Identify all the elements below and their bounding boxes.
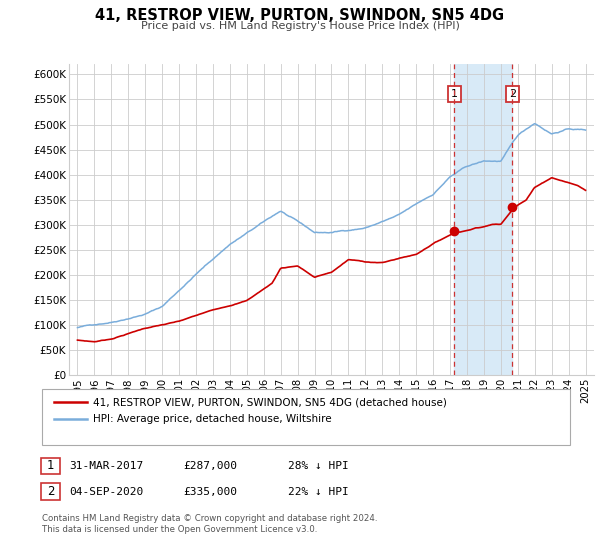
Text: 22% ↓ HPI: 22% ↓ HPI — [288, 487, 349, 497]
Text: This data is licensed under the Open Government Licence v3.0.: This data is licensed under the Open Gov… — [42, 525, 317, 534]
Text: Contains HM Land Registry data © Crown copyright and database right 2024.: Contains HM Land Registry data © Crown c… — [42, 514, 377, 523]
Text: HPI: Average price, detached house, Wiltshire: HPI: Average price, detached house, Wilt… — [93, 414, 332, 424]
Text: 41, RESTROP VIEW, PURTON, SWINDON, SN5 4DG: 41, RESTROP VIEW, PURTON, SWINDON, SN5 4… — [95, 8, 505, 24]
Text: 04-SEP-2020: 04-SEP-2020 — [69, 487, 143, 497]
Text: £287,000: £287,000 — [183, 461, 237, 471]
Text: 1: 1 — [451, 89, 458, 99]
Text: 28% ↓ HPI: 28% ↓ HPI — [288, 461, 349, 471]
Text: 1: 1 — [47, 459, 54, 473]
Text: Price paid vs. HM Land Registry's House Price Index (HPI): Price paid vs. HM Land Registry's House … — [140, 21, 460, 31]
Text: 2: 2 — [47, 485, 54, 498]
Text: £335,000: £335,000 — [183, 487, 237, 497]
Text: 2: 2 — [509, 89, 516, 99]
Text: 31-MAR-2017: 31-MAR-2017 — [69, 461, 143, 471]
Text: 41, RESTROP VIEW, PURTON, SWINDON, SN5 4DG (detached house): 41, RESTROP VIEW, PURTON, SWINDON, SN5 4… — [93, 397, 447, 407]
Bar — [454, 64, 512, 375]
